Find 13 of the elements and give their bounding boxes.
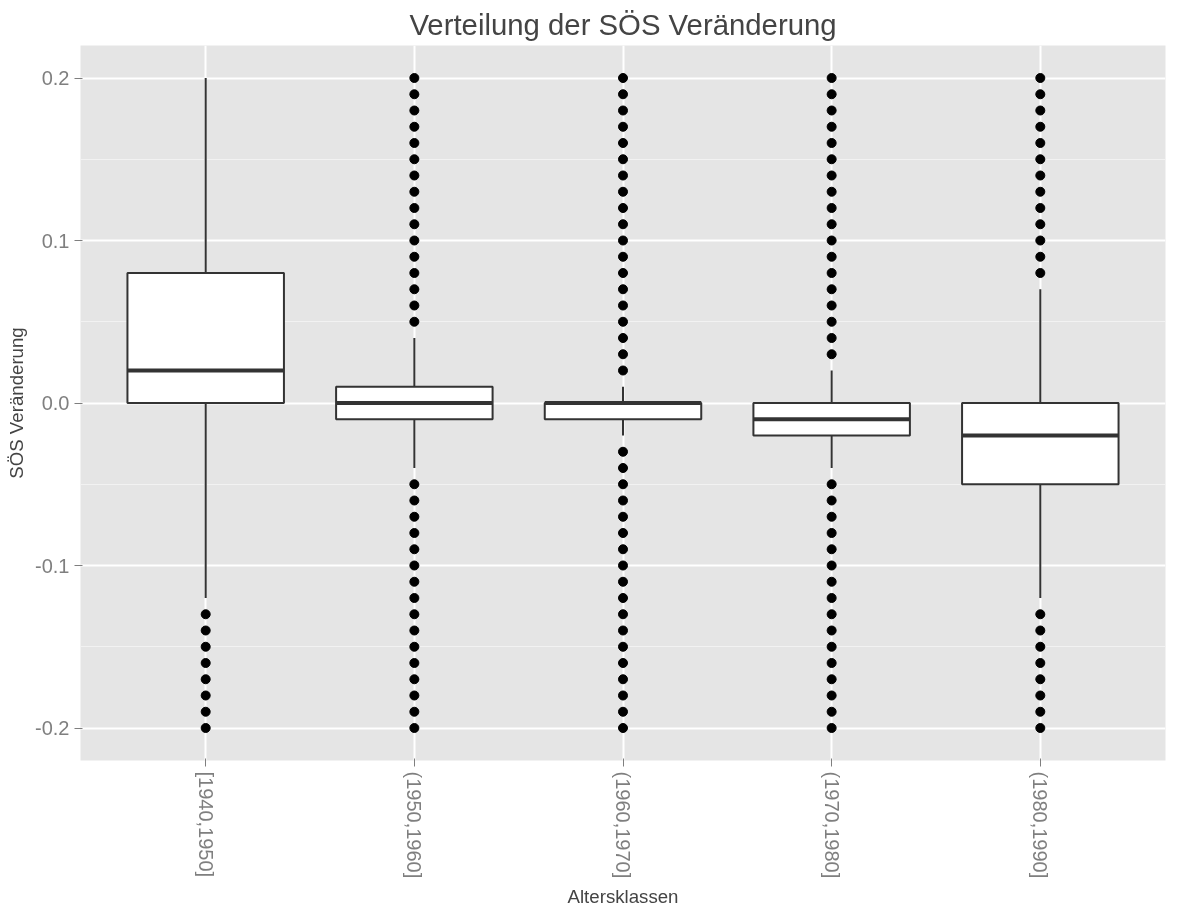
x-tick-label: (1950,1960] <box>403 771 426 879</box>
x-tick-label: (1960,1970] <box>612 771 634 879</box>
y-tick-label: -0.1 <box>35 554 70 577</box>
y-tick-label: -0.2 <box>35 717 70 739</box>
y-tick-label: 0.0 <box>41 392 70 414</box>
x-tick-label: (1980,1990] <box>1029 771 1052 879</box>
x-axis-title: Altersklassen <box>567 886 679 908</box>
chart-title: Verteilung der SÖS Veränderung <box>409 7 837 41</box>
x-tick-label: [1940,1950] <box>194 771 217 878</box>
y-axis-title: SÖS Veränderung <box>6 327 28 479</box>
y-tick-label: 0.1 <box>41 229 70 252</box>
x-tick-label: (1970,1980] <box>820 771 843 879</box>
y-tick-label: 0.2 <box>41 67 70 89</box>
